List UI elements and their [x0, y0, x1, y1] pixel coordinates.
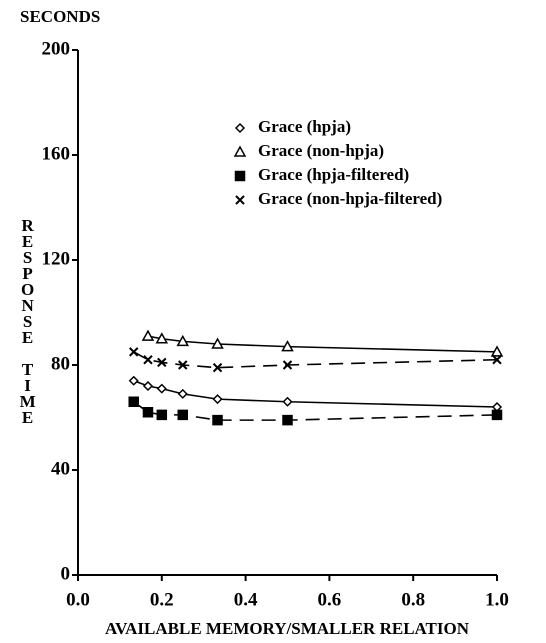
y-axis-label: RESPONSE TIME: [18, 216, 37, 424]
y-tick-label: 80: [51, 353, 70, 374]
marker: [156, 409, 168, 421]
marker: [157, 357, 167, 368]
x-tick-label: 0.8: [401, 589, 425, 610]
marker: [282, 396, 293, 407]
legend-marker: [233, 145, 247, 157]
marker: [492, 355, 502, 365]
marker: [281, 340, 294, 352]
y-tick-label: 120: [42, 248, 71, 269]
x-tick-label: 0.2: [150, 589, 174, 610]
series-line: [133, 401, 498, 421]
y-unit: SECONDS: [20, 7, 100, 26]
marker: [212, 394, 223, 405]
y-tick-label: 40: [51, 458, 70, 479]
marker: [176, 334, 190, 347]
legend-label: Grace (hpja-filtered): [258, 165, 409, 184]
x-tick-label: 1.0: [485, 589, 509, 610]
marker: [212, 414, 223, 426]
marker: [177, 388, 188, 399]
legend-label: Grace (non-hpja-filtered): [258, 189, 442, 208]
marker: [490, 345, 504, 357]
marker: [141, 329, 155, 341]
legend-label: Grace (hpja): [258, 117, 351, 136]
series-line: [147, 335, 498, 353]
marker: [178, 360, 188, 370]
marker: [282, 414, 293, 426]
marker: [129, 347, 139, 357]
x-tick-label: 0.4: [234, 589, 258, 610]
x-axis-label: AVAILABLE MEMORY/SMALLER RELATION: [105, 619, 470, 638]
legend-marker: [234, 122, 246, 134]
legend-label: Grace (non-hpja): [258, 141, 384, 160]
marker: [156, 383, 167, 394]
x-tick-label: 0.0: [66, 589, 90, 610]
legend-marker: [235, 195, 245, 205]
x-tick-label: 0.6: [318, 589, 342, 610]
marker: [128, 375, 139, 386]
marker: [143, 355, 153, 365]
series-line: [133, 351, 498, 369]
marker: [128, 396, 139, 407]
y-tick-label: 200: [42, 38, 71, 59]
y-tick-label: 0: [61, 563, 71, 584]
legend-marker: [234, 170, 246, 182]
marker: [211, 337, 224, 349]
marker: [142, 380, 154, 392]
marker: [177, 409, 188, 421]
marker: [142, 407, 154, 418]
marker: [155, 332, 169, 344]
marker: [491, 409, 503, 421]
marker: [282, 360, 293, 370]
marker: [212, 362, 223, 373]
series-line: [133, 379, 498, 408]
y-tick-label: 160: [42, 143, 71, 164]
